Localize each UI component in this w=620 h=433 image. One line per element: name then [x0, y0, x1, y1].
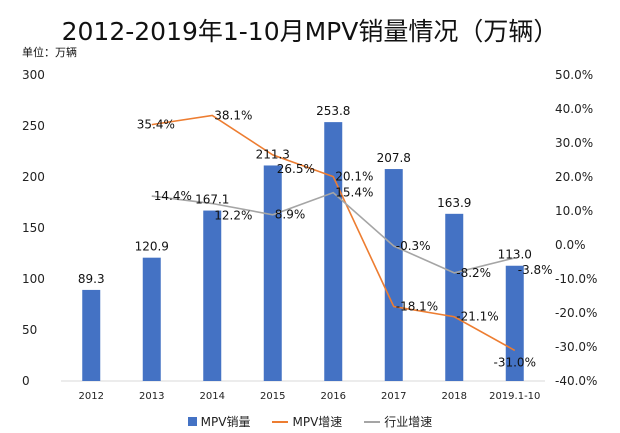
bar-mpv-sales: [324, 122, 343, 382]
bar-data-label: 120.9: [135, 240, 169, 254]
x-tick-label: 2019.1-10: [489, 391, 540, 402]
bar-mpv-sales: [384, 169, 403, 381]
bar-mpv-sales: [203, 210, 222, 381]
chart-title: 2012-2019年1-10月MPV销量情况（万辆）: [61, 17, 559, 46]
bar-mpv-sales: [142, 257, 161, 381]
right-tick-label: 50.0%: [555, 68, 593, 82]
mpv-growth-label: 26.5%: [277, 162, 315, 176]
unit-label: 单位：万辆: [22, 46, 77, 59]
right-tick-label: 10.0%: [555, 204, 593, 218]
legend-label: MPV销量: [200, 415, 251, 429]
bar-data-label: 207.8: [377, 151, 411, 165]
legend-item: 行业增速: [364, 413, 432, 430]
left-tick-label: 0: [22, 374, 30, 388]
bar-data-label: 211.3: [256, 147, 290, 161]
legend-label: 行业增速: [384, 415, 433, 429]
right-tick-label: 0.0%: [555, 238, 586, 252]
left-tick-label: 200: [22, 170, 45, 184]
mpv-growth-label: 20.1%: [335, 170, 373, 184]
left-tick-label: 50: [22, 323, 37, 337]
bar-data-label: 167.1: [195, 193, 229, 207]
bar-data-label: 113.0: [498, 248, 532, 262]
bar-data-label: 89.3: [78, 272, 105, 286]
left-tick-label: 300: [22, 68, 45, 82]
legend-swatch: [272, 420, 289, 423]
x-tick-label: 2018: [442, 391, 467, 402]
right-tick-label: 30.0%: [555, 136, 593, 150]
bar-data-label: 253.8: [316, 104, 350, 118]
bar-mpv-sales: [263, 165, 282, 381]
left-tick-label: 250: [22, 119, 45, 133]
legend-swatch: [187, 417, 197, 426]
bar-mpv-sales: [445, 213, 464, 381]
legend-swatch: [364, 420, 381, 423]
x-tick-label: 2017: [381, 391, 406, 402]
bar-mpv-sales: [82, 289, 101, 381]
mpv-growth-label: -31.0%: [494, 355, 536, 369]
left-tick-label: 100: [22, 272, 45, 286]
x-tick-label: 2014: [200, 391, 225, 402]
mpv-growth-label: 38.1%: [214, 108, 252, 122]
line-mpv-growth: [151, 114, 516, 352]
legend: MPV销量 MPV增速 行业增速: [0, 413, 620, 430]
mpv-growth-label: 35.4%: [137, 118, 175, 132]
industry-growth-label: 14.4%: [154, 189, 192, 203]
industry-growth-label: 8.9%: [275, 208, 306, 222]
x-tick-label: 2012: [79, 391, 104, 402]
industry-growth-label: -8.2%: [456, 266, 491, 280]
legend-label: MPV增速: [292, 415, 343, 429]
mpv-growth-label: -21.1%: [456, 310, 498, 324]
left-tick-label: 150: [22, 221, 45, 235]
x-tick-label: 2015: [260, 391, 285, 402]
mpv-growth-label: -18.1%: [396, 300, 438, 314]
legend-item: MPV销量: [187, 413, 251, 430]
industry-growth-label: 15.4%: [335, 186, 373, 200]
x-tick-label: 2016: [321, 391, 346, 402]
right-tick-label: -40.0%: [555, 374, 597, 388]
industry-growth-label: -0.3%: [396, 239, 431, 253]
right-tick-label: -30.0%: [555, 340, 597, 354]
industry-growth-label: -3.8%: [518, 263, 553, 277]
right-tick-label: -20.0%: [555, 306, 597, 320]
line-industry-growth: [151, 191, 515, 274]
right-tick-label: 40.0%: [555, 102, 593, 116]
legend-item: MPV增速: [272, 413, 342, 430]
right-tick-label: 20.0%: [555, 170, 593, 184]
right-tick-label: -10.0%: [555, 272, 597, 286]
bar-data-label: 163.9: [437, 196, 471, 210]
industry-growth-label: 12.2%: [214, 209, 252, 223]
bar-mpv-sales: [505, 265, 524, 381]
x-tick-label: 2013: [139, 391, 164, 402]
